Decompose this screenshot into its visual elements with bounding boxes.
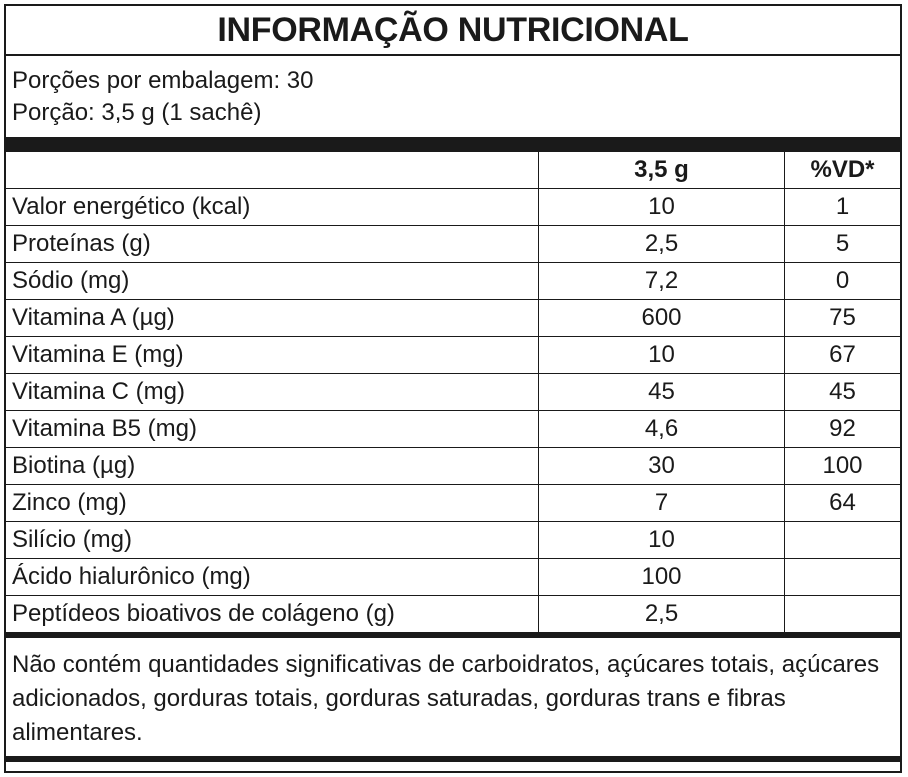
thick-divider xyxy=(6,137,900,152)
table-row: Valor energético (kcal) 10 1 xyxy=(6,188,900,226)
nutrient-daily-value: 1 xyxy=(784,188,900,226)
nutrient-name: Sódio (mg) xyxy=(6,262,539,300)
header-amount: 3,5 g xyxy=(538,152,785,189)
label-title: INFORMAÇÃO NUTRICIONAL xyxy=(217,11,689,49)
nutrient-daily-value xyxy=(784,558,900,596)
nutrient-amount: 600 xyxy=(538,299,785,337)
table-row: Silício (mg) 10 xyxy=(6,521,900,559)
nutrient-name: Proteínas (g) xyxy=(6,225,539,263)
nutrient-name: Ácido hialurônico (mg) xyxy=(6,558,539,596)
nutrient-daily-value: 92 xyxy=(784,410,900,448)
nutrient-daily-value: 0 xyxy=(784,262,900,300)
nutrient-amount: 7 xyxy=(538,484,785,522)
nutrient-name: Valor energético (kcal) xyxy=(6,188,539,226)
nutrient-amount: 100 xyxy=(538,558,785,596)
table-row: Ácido hialurônico (mg) 100 xyxy=(6,558,900,596)
nutrient-amount: 4,6 xyxy=(538,410,785,448)
header-daily-value: %VD* xyxy=(784,152,900,189)
table-row: Sódio (mg) 7,2 0 xyxy=(6,262,900,300)
nutrient-name: Vitamina B5 (mg) xyxy=(6,410,539,448)
divider-after-table xyxy=(6,632,900,638)
nutrient-amount: 2,5 xyxy=(538,595,785,632)
nutrient-daily-value: 45 xyxy=(784,373,900,411)
nutrient-name: Silício (mg) xyxy=(6,521,539,559)
nutrient-amount: 10 xyxy=(538,188,785,226)
nutrient-daily-value: 64 xyxy=(784,484,900,522)
nutrient-name: Vitamina E (mg) xyxy=(6,336,539,374)
nutrient-name: Vitamina C (mg) xyxy=(6,373,539,411)
nutrient-name: Biotina (µg) xyxy=(6,447,539,485)
nutrition-table-body: 3,5 g %VD* Valor energético (kcal) 10 1 Pro… xyxy=(6,152,900,632)
nutrient-name: Zinco (mg) xyxy=(6,484,539,522)
nutrient-amount: 30 xyxy=(538,447,785,485)
nutrient-amount: 45 xyxy=(538,373,785,411)
nutrition-table: 3,5 g %VD* Valor energético (kcal) 10 1 Pro… xyxy=(6,152,900,632)
nutrient-amount: 2,5 xyxy=(538,225,785,263)
table-row: Vitamina E (mg) 10 67 xyxy=(6,336,900,374)
divider xyxy=(6,54,900,56)
nutrient-daily-value xyxy=(784,595,900,632)
nutrient-daily-value: 100 xyxy=(784,447,900,485)
divider-before-footnote xyxy=(6,756,900,762)
servings-per-package: Porções por embalagem: 30 xyxy=(12,67,314,94)
nutrient-daily-value: 75 xyxy=(784,299,900,337)
header-nutrient xyxy=(6,152,539,189)
nutrition-facts-label: INFORMAÇÃO NUTRICIONAL Porções por embal… xyxy=(4,4,902,773)
table-row: Biotina (µg) 30 100 xyxy=(6,447,900,485)
table-header-row: 3,5 g %VD* xyxy=(6,152,900,189)
table-row: Vitamina C (mg) 45 45 xyxy=(6,373,900,411)
table-row: Peptídeos bioativos de colágeno (g) 2,5 xyxy=(6,595,900,632)
nutrient-amount: 7,2 xyxy=(538,262,785,300)
not-significant-note: Não contém quantidades significativas de… xyxy=(12,651,880,746)
nutrient-name: Vitamina A (µg) xyxy=(6,299,539,337)
nutrient-daily-value: 5 xyxy=(784,225,900,263)
table-row: Vitamina A (µg) 600 75 xyxy=(6,299,900,337)
servings-info: Porções por embalagem: 30 Porção: 3,5 g … xyxy=(6,56,900,137)
daily-value-footnote: * Percentual de valores diários fornecid… xyxy=(6,762,900,771)
nutrient-daily-value xyxy=(784,521,900,559)
portion-size: Porção: 3,5 g (1 sachê) xyxy=(12,99,262,126)
table-row: Vitamina B5 (mg) 4,6 92 xyxy=(6,410,900,448)
table-row: Proteínas (g) 2,5 5 xyxy=(6,225,900,263)
nutrient-amount: 10 xyxy=(538,521,785,559)
nutrient-amount: 10 xyxy=(538,336,785,374)
nutrient-daily-value: 67 xyxy=(784,336,900,374)
table-row: Zinco (mg) 7 64 xyxy=(6,484,900,522)
nutrient-name: Peptídeos bioativos de colágeno (g) xyxy=(12,600,395,627)
